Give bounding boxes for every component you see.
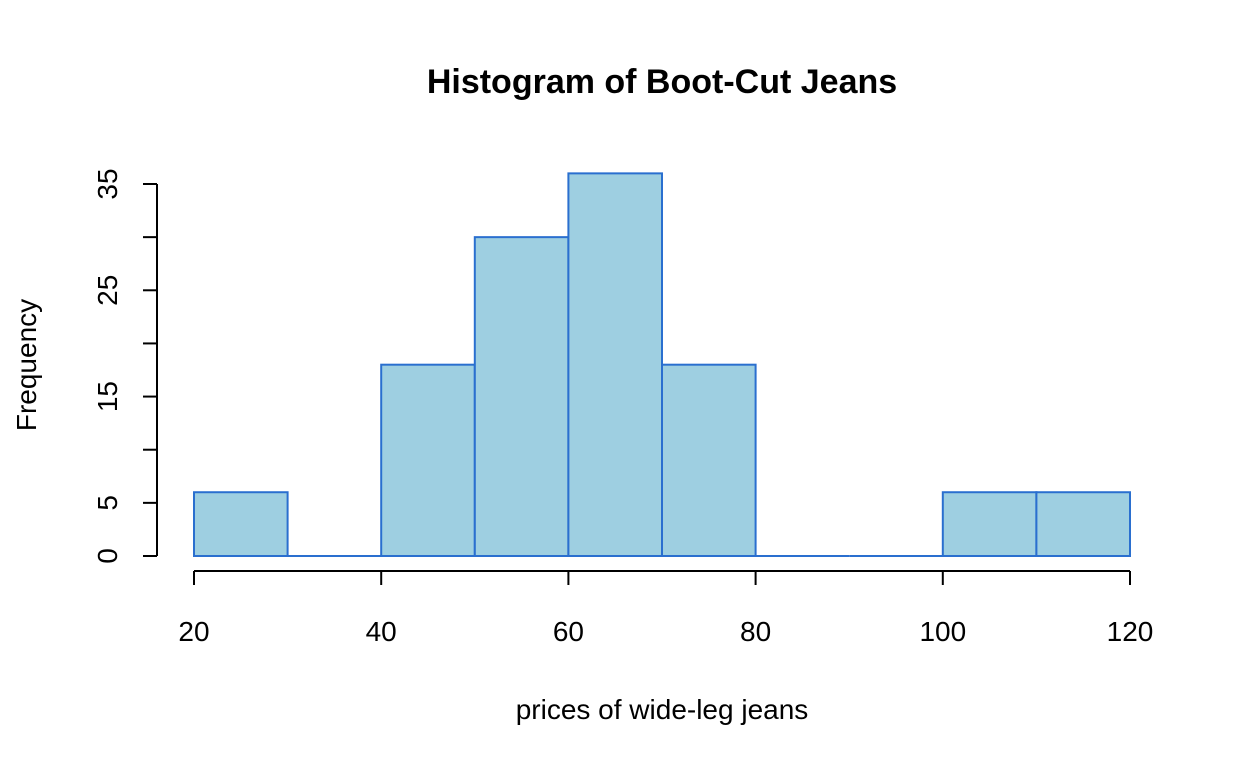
bars-group — [193, 172, 1132, 558]
y-tick-label: 0 — [92, 548, 123, 564]
histogram-bar — [567, 172, 664, 557]
chart-title: Histogram of Boot-Cut Jeans — [427, 63, 897, 101]
y-tick-label: 35 — [92, 168, 123, 199]
histogram-bar — [941, 491, 1038, 558]
x-tick-label: 120 — [1107, 616, 1154, 647]
histogram-bar — [661, 363, 757, 557]
y-tick-label: 25 — [92, 275, 123, 306]
y-axis-label: Frequency — [11, 299, 42, 431]
x-tick-label: 20 — [178, 616, 209, 647]
histogram-bar — [1035, 491, 1132, 558]
x-tick-label: 60 — [553, 616, 584, 647]
y-tick-label: 5 — [92, 495, 123, 511]
x-tick-label: 40 — [366, 616, 397, 647]
x-axis: 20 40 60 80 100 120 — [178, 570, 1154, 647]
x-tick-label: 100 — [919, 616, 966, 647]
histogram-bar — [193, 491, 289, 558]
y-tick-label: 15 — [92, 381, 123, 412]
x-axis-label: prices of wide-leg jeans — [516, 694, 809, 725]
y-axis: 0 5 15 25 35 — [92, 168, 158, 564]
histogram-bar — [473, 236, 570, 557]
x-tick-label: 80 — [740, 616, 771, 647]
histogram-bar — [380, 363, 476, 557]
